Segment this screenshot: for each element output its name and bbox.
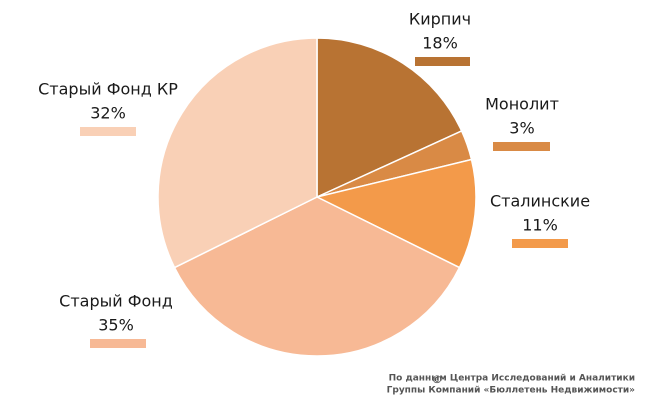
legend-swatch — [415, 57, 470, 66]
source-mark: © — [432, 373, 443, 386]
legend-swatch — [512, 239, 568, 248]
slice-value: 3% — [509, 119, 534, 138]
slice-value: 18% — [422, 34, 458, 53]
slice-label: Монолит — [485, 95, 559, 114]
pie-slice — [157, 37, 318, 269]
slice-value: 32% — [90, 104, 126, 123]
legend-swatch — [80, 127, 136, 136]
pie-slice — [316, 37, 463, 199]
source-text: Группы Компаний «Бюллетень Недвижимости» — [387, 386, 636, 396]
slice-value: 11% — [522, 216, 558, 235]
slice-label: Старый Фонд КР — [38, 80, 178, 99]
slice-value: 35% — [98, 316, 134, 335]
legend-swatch — [90, 339, 146, 348]
slice-label: Кирпич — [409, 10, 471, 29]
source-text: По данным Центра Исследований и Аналитик… — [389, 374, 635, 384]
legend-swatch — [493, 142, 550, 151]
slice-label: Сталинские — [490, 192, 590, 211]
slice-label: Старый Фонд — [59, 292, 173, 311]
pie-slice — [173, 196, 461, 357]
pie-slice — [314, 158, 477, 269]
